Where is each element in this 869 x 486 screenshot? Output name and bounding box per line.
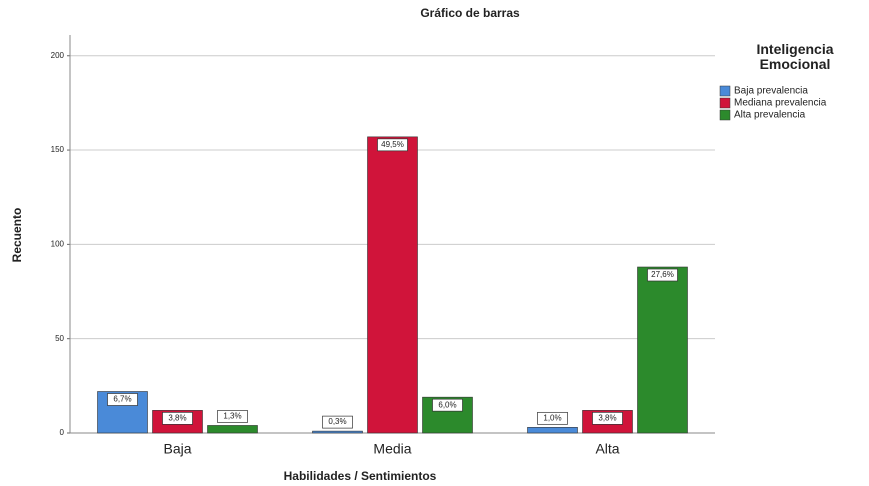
value-label: 49,5% bbox=[381, 140, 404, 149]
value-label-box bbox=[162, 412, 193, 425]
bar bbox=[527, 427, 578, 434]
value-label: 27,6% bbox=[651, 270, 674, 279]
value-label-box bbox=[647, 268, 678, 282]
legend-label: Alta prevalencia bbox=[734, 110, 806, 121]
value-label-box bbox=[322, 415, 353, 429]
chart-title: Gráfico de barras bbox=[420, 6, 520, 20]
value-label-box bbox=[107, 393, 138, 406]
value-label-box bbox=[592, 412, 623, 425]
value-label: 1,3% bbox=[223, 412, 241, 421]
y-tick-label: 50 bbox=[55, 334, 64, 343]
y-tick-label: 150 bbox=[51, 145, 65, 154]
value-label: 6,0% bbox=[438, 400, 456, 409]
bar bbox=[367, 136, 418, 434]
y-tick-label: 0 bbox=[60, 428, 65, 437]
legend-label: Baja prevalencia bbox=[734, 86, 808, 97]
value-label-box bbox=[217, 410, 248, 423]
value-label: 6,7% bbox=[113, 395, 131, 404]
value-label-box bbox=[537, 411, 568, 425]
x-axis-label: Habilidades / Sentimientos bbox=[284, 469, 437, 483]
value-label: 3,8% bbox=[168, 413, 186, 422]
legend-title: Inteligencia Emocional bbox=[756, 41, 834, 72]
legend-swatch bbox=[719, 85, 731, 97]
value-label: 0,3% bbox=[328, 417, 346, 426]
value-label: 3,8% bbox=[598, 413, 616, 422]
x-tick-label: Baja bbox=[163, 441, 191, 457]
x-tick-label: Media bbox=[373, 441, 411, 457]
legend-swatch bbox=[719, 97, 731, 109]
bar bbox=[312, 430, 363, 434]
value-label-box bbox=[432, 398, 463, 412]
legend-swatch bbox=[719, 109, 731, 121]
x-tick-label: Alta bbox=[595, 441, 619, 457]
value-label-box bbox=[377, 138, 408, 152]
bar bbox=[207, 425, 258, 434]
y-axis-label: Recuento bbox=[10, 208, 24, 263]
value-label: 1,0% bbox=[543, 413, 561, 422]
y-tick-label: 200 bbox=[51, 51, 65, 60]
y-tick-label: 100 bbox=[51, 239, 65, 248]
legend-label: Mediana prevalencia bbox=[734, 98, 827, 109]
bar bbox=[637, 266, 688, 434]
